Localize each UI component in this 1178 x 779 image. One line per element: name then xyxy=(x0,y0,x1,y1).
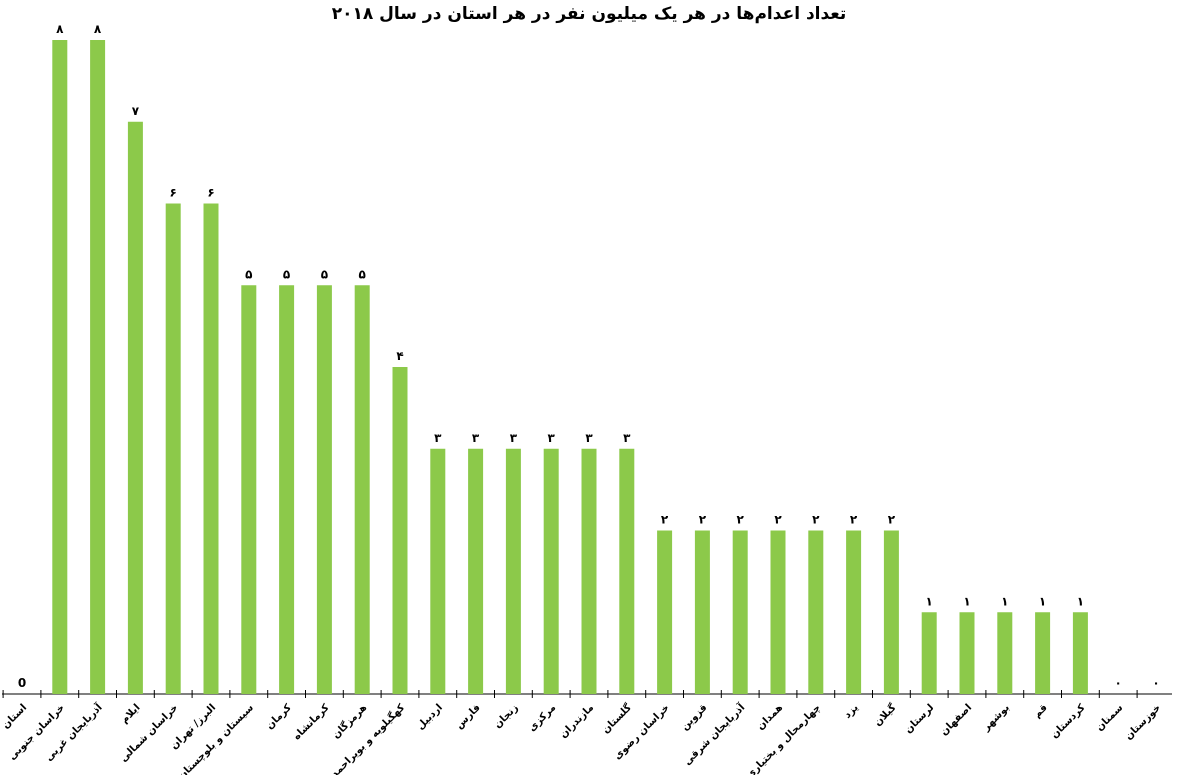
data-label: ۲ xyxy=(737,513,745,527)
bar xyxy=(921,612,937,694)
data-label: ۱ xyxy=(1077,594,1084,608)
x-tick-label: همدان xyxy=(755,702,785,732)
data-label: ۵ xyxy=(283,267,290,281)
data-label: ۱ xyxy=(963,594,970,608)
data-label: ۶ xyxy=(170,186,177,200)
data-label: ۲ xyxy=(699,513,707,527)
data-label: ۲ xyxy=(812,513,820,527)
data-label: ۳ xyxy=(548,431,556,445)
data-label: ۲ xyxy=(888,513,896,527)
bar xyxy=(657,530,673,694)
data-label: ۵ xyxy=(245,267,252,281)
x-tick-label: گلستان xyxy=(599,701,634,736)
bar xyxy=(883,530,899,694)
data-label: ۳ xyxy=(472,431,480,445)
x-tick-label: کردستان xyxy=(1049,702,1088,741)
bar xyxy=(505,448,521,694)
bar xyxy=(808,530,824,694)
x-tick-label: چهارمحال و بختیاری xyxy=(744,702,823,775)
data-label: ۱ xyxy=(1039,594,1046,608)
x-tick-label: کرمان xyxy=(264,702,293,731)
x-tick-label: سمنان xyxy=(1094,702,1125,733)
x-tick-label: مازندران xyxy=(558,702,596,740)
bar xyxy=(430,448,446,694)
bar xyxy=(1035,612,1051,694)
x-tick-label: یزد xyxy=(842,702,861,721)
x-tick-label: آذربایجان شرقی xyxy=(681,701,748,768)
bar xyxy=(543,448,559,694)
bar xyxy=(468,448,484,694)
x-tick-label: کرمانشاه xyxy=(292,702,332,742)
x-tick-label: قزوین xyxy=(679,702,709,732)
bar xyxy=(165,203,181,694)
bar xyxy=(959,612,975,694)
x-tick-label: زنجان xyxy=(492,702,520,730)
bar xyxy=(241,285,257,694)
x-tick-label: ایلام xyxy=(119,702,142,725)
data-label: ۰ xyxy=(1152,676,1159,690)
data-label: ۷ xyxy=(132,104,140,118)
bar xyxy=(203,203,219,694)
data-label: ۳ xyxy=(585,431,593,445)
x-tick-label: اصفهان xyxy=(939,702,974,737)
x-tick-label: گیلان xyxy=(871,701,899,729)
data-label: ۴ xyxy=(396,349,403,363)
x-tick-label: استان xyxy=(0,702,29,731)
data-label: ۲ xyxy=(850,513,858,527)
bar xyxy=(52,40,68,694)
bar xyxy=(846,530,862,694)
bar xyxy=(732,530,748,694)
bar xyxy=(279,285,295,694)
x-tick-label: خوزستان xyxy=(1123,702,1163,742)
data-label: ۰ xyxy=(1115,676,1122,690)
x-tick-label: قم xyxy=(1032,702,1050,720)
x-tick-label: فارس xyxy=(454,702,483,731)
bar xyxy=(90,40,106,694)
bar xyxy=(694,530,710,694)
x-tick-label: بوشهر xyxy=(980,702,1012,734)
data-label: ۲ xyxy=(774,513,782,527)
bar xyxy=(1072,612,1088,694)
bar xyxy=(997,612,1013,694)
x-tick-label: لرستان xyxy=(903,702,936,735)
bar xyxy=(619,448,635,694)
data-label: ۱ xyxy=(1001,594,1008,608)
x-tick-label: هرمزگان xyxy=(329,701,369,741)
chart-title: تعداد اعدام‌ها در هر یک میلیون نفر در هر… xyxy=(331,4,847,24)
bar xyxy=(127,121,143,694)
data-label: 0 xyxy=(18,676,26,690)
bar xyxy=(770,530,786,694)
data-label: ۵ xyxy=(359,267,366,281)
x-tick-label: اردبیل xyxy=(415,702,445,732)
data-label: ۵ xyxy=(321,267,328,281)
data-label: ۱ xyxy=(926,594,933,608)
data-label: ۳ xyxy=(510,431,518,445)
bar xyxy=(392,367,408,694)
data-label: ۶ xyxy=(207,186,214,200)
bar xyxy=(354,285,370,694)
bar xyxy=(316,285,332,694)
data-label: ۳ xyxy=(434,431,442,445)
data-label: ۸ xyxy=(94,22,102,36)
data-label: ۲ xyxy=(661,513,669,527)
data-label: ۸ xyxy=(56,22,64,36)
bar xyxy=(581,448,597,694)
x-tick-label: مرکزی xyxy=(527,702,559,734)
data-label: ۳ xyxy=(623,431,631,445)
